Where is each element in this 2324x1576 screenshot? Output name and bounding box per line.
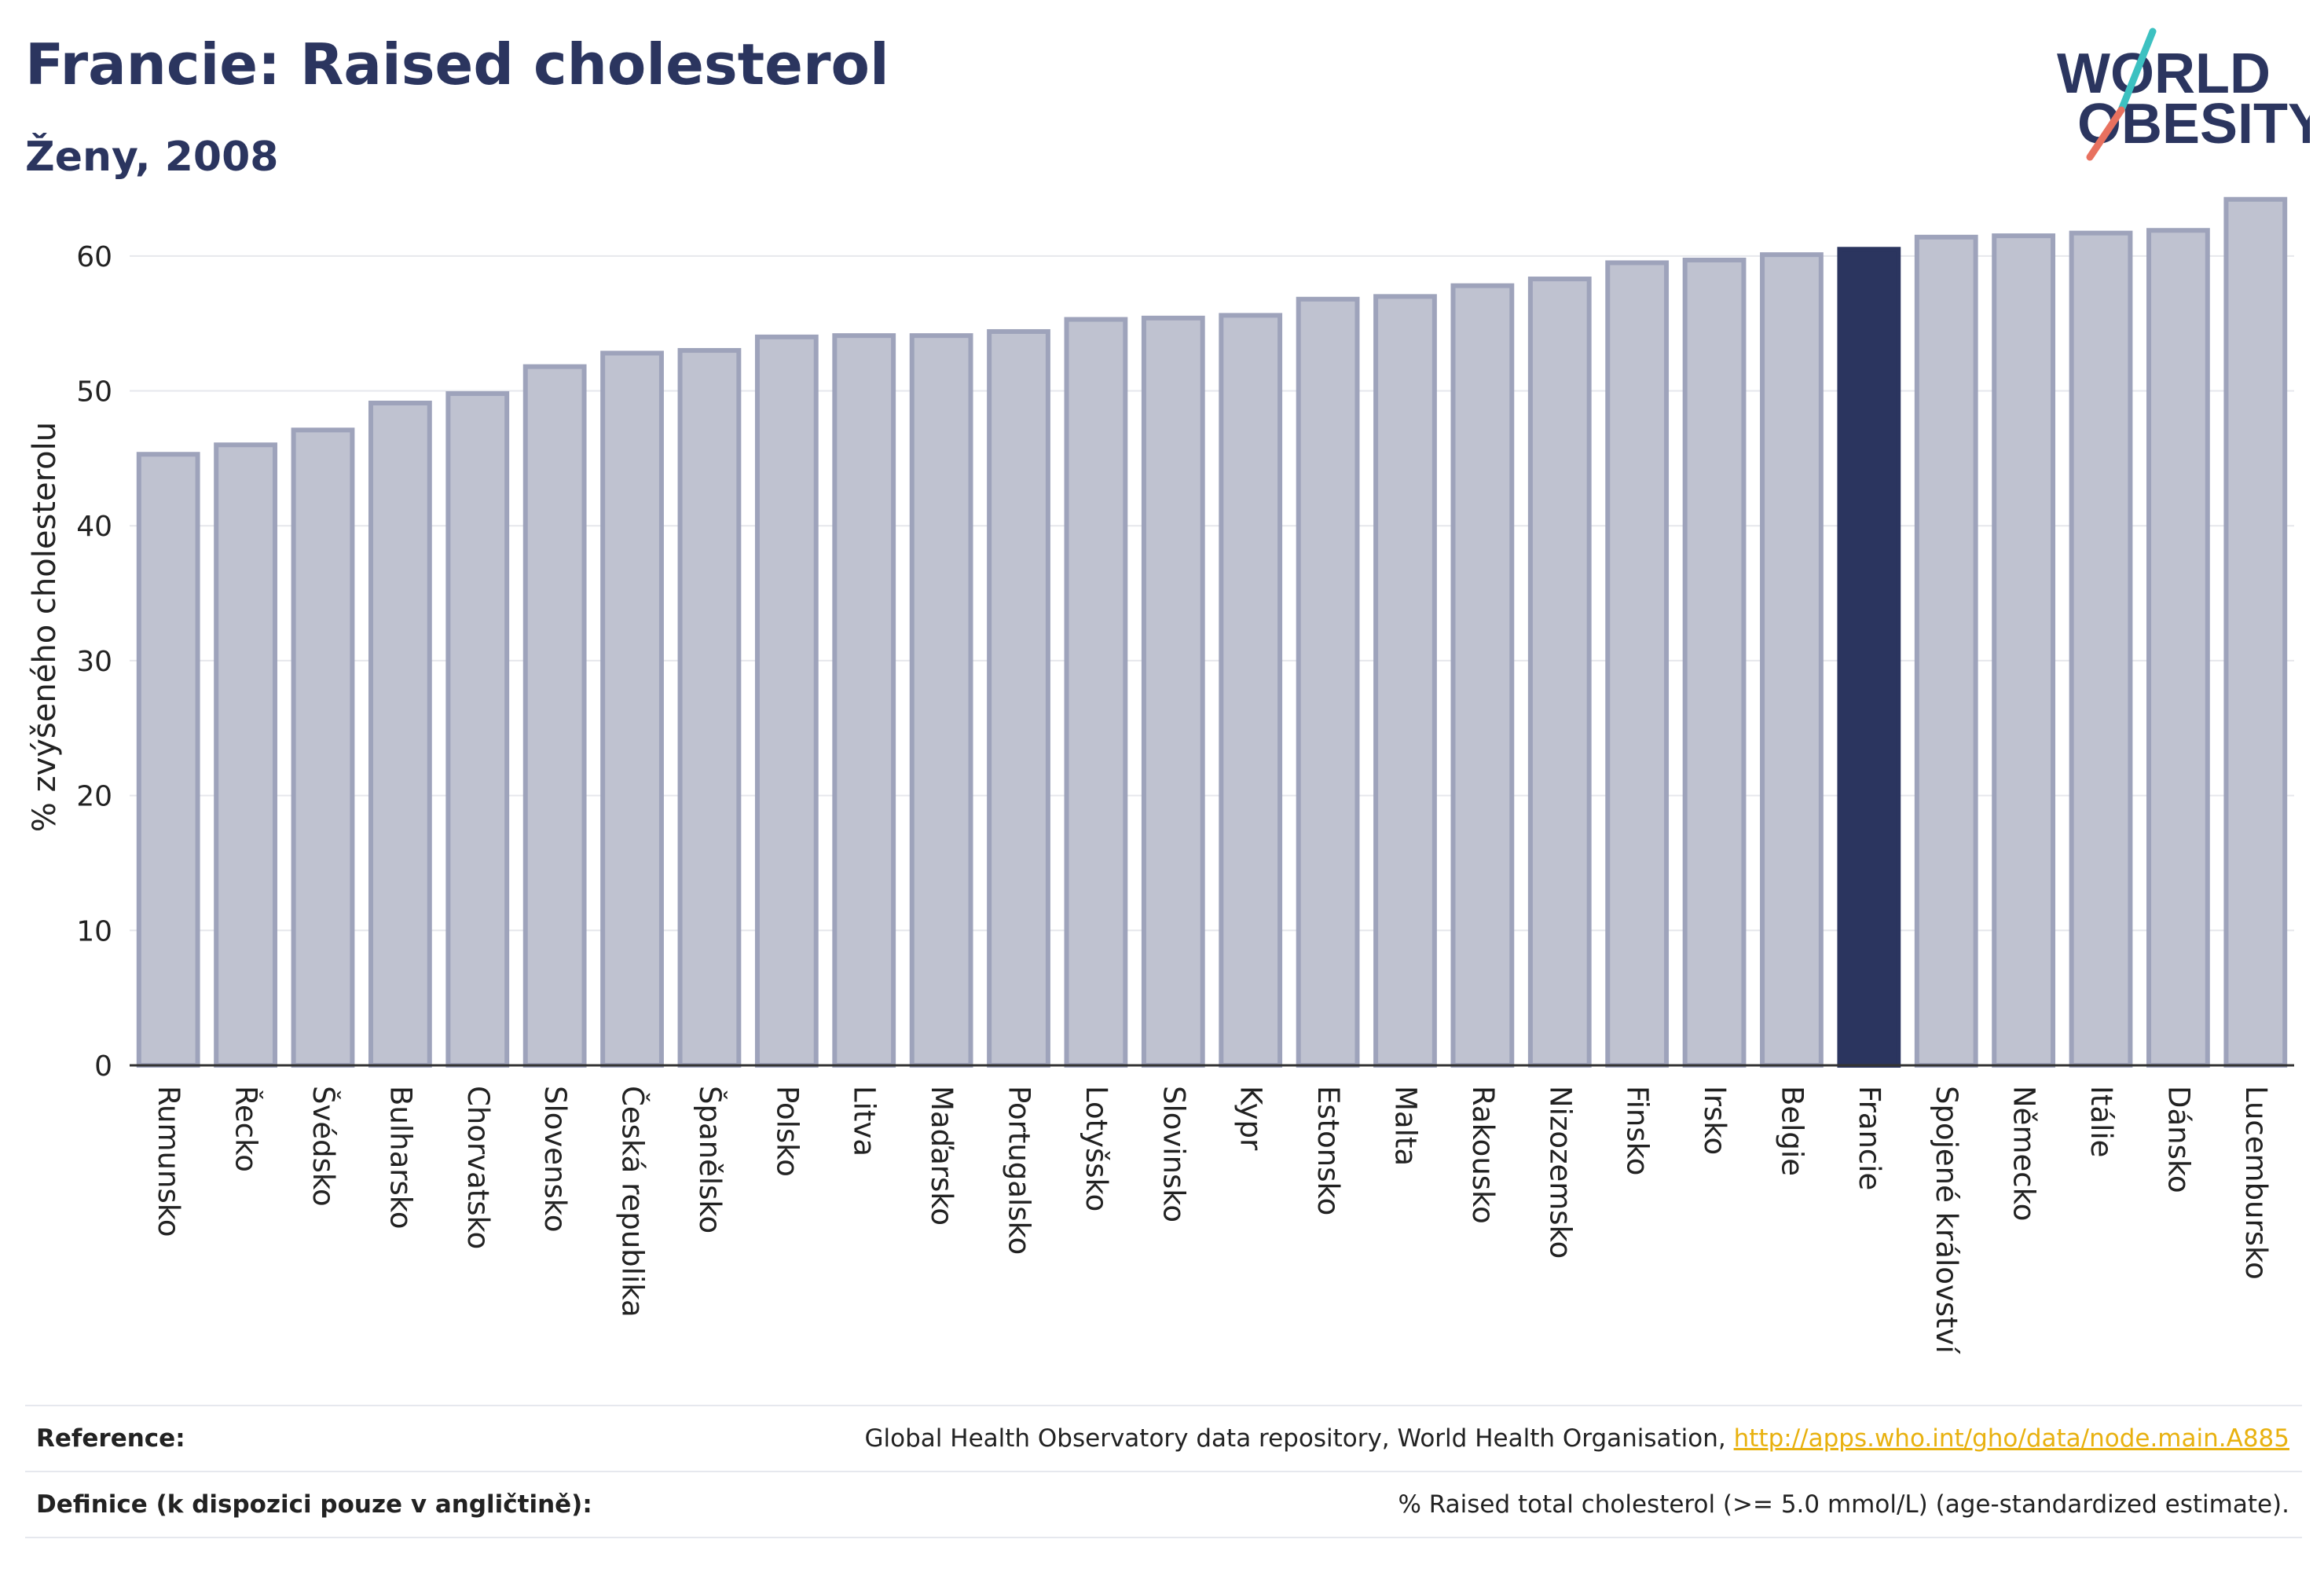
axis-labels: 0 10 20 30 40 50 60 Rumunsko Řecko Švédsko Bulhars… xyxy=(27,241,2273,1355)
y-tick-label: 40 xyxy=(76,511,112,543)
bar-Kypr xyxy=(1219,313,1283,1068)
x-tick-label: Nizozemsko xyxy=(1543,1086,1577,1259)
x-tick-label: Spojené království xyxy=(1930,1086,1963,1354)
logo-line1: WORLD xyxy=(2057,42,2271,105)
x-tick-label: Finsko xyxy=(1621,1086,1655,1175)
logo-slash-coral xyxy=(2086,106,2125,161)
bar-Spojené království xyxy=(1914,234,1978,1068)
x-tick-label: Bulharsko xyxy=(383,1086,417,1229)
y-tick-label: 50 xyxy=(76,376,112,409)
x-tick-label: Polsko xyxy=(770,1086,804,1177)
x-tick-label: Kypr xyxy=(1234,1086,1268,1151)
reference-label: Reference: xyxy=(36,1424,185,1453)
bar-Estonsko xyxy=(1296,296,1360,1068)
bar-Itálie xyxy=(2069,230,2133,1068)
definition-label: Definice (k dispozici pouze v angličtině… xyxy=(36,1490,592,1519)
y-axis-title: % zvýšeného cholesterolu xyxy=(27,422,63,832)
bar-Bulharsko xyxy=(368,400,432,1068)
bar-Řecko xyxy=(214,442,277,1068)
bar-Chorvatsko xyxy=(445,390,510,1068)
bar-Nizozemsko xyxy=(1527,277,1592,1068)
page-title: Francie: Raised cholesterol xyxy=(25,31,889,97)
x-tick-label: Řecko xyxy=(229,1086,264,1172)
bar-Lotyšsko xyxy=(1064,317,1128,1068)
reference-text: Global Health Observatory data repositor… xyxy=(864,1424,1734,1453)
reference-link[interactable]: http://apps.who.int/gho/data/node.main.A… xyxy=(1733,1424,2289,1453)
bar-Slovensko xyxy=(522,364,587,1068)
x-tick-label: Lucembursko xyxy=(2239,1086,2273,1280)
x-tick-label: Slovinsko xyxy=(1157,1086,1190,1222)
definition-row: Definice (k dispozici pouze v angličtině… xyxy=(25,1471,2302,1538)
bar-Německo xyxy=(1992,233,2056,1068)
bar-chart: 0 10 20 30 40 50 60 Rumunsko Řecko Švédsko Bulhars… xyxy=(27,196,2294,1355)
x-tick-label: Dánsko xyxy=(2161,1086,2195,1193)
x-tick-label: Belgie xyxy=(1775,1086,1809,1176)
bar-Rumunsko xyxy=(136,452,200,1068)
logo-slash-teal xyxy=(2117,27,2157,114)
bar-Malta xyxy=(1373,294,1437,1068)
bar-Litva xyxy=(832,333,896,1068)
reference-value: Global Health Observatory data repositor… xyxy=(865,1424,2302,1453)
bar-Portugalsko xyxy=(987,328,1050,1068)
x-tick-label: Švédsko xyxy=(306,1086,341,1207)
reference-table: Reference: Global Health Observatory dat… xyxy=(25,1405,2302,1538)
x-tick-label: Španělsko xyxy=(693,1086,728,1233)
bars xyxy=(136,196,2288,1068)
y-tick-label: 0 xyxy=(94,1050,112,1083)
bar-Švédsko xyxy=(291,427,355,1068)
x-tick-label: Česká republika xyxy=(616,1086,651,1318)
definition-value: % Raised total cholesterol (>= 5.0 mmol/… xyxy=(1398,1490,2289,1519)
bar-Francie xyxy=(1837,247,1901,1068)
x-tick-label: Estonsko xyxy=(1311,1086,1345,1215)
bar-Španělsko xyxy=(677,348,742,1068)
bar-Irsko xyxy=(1682,257,1747,1068)
bar-Belgie xyxy=(1760,252,1824,1068)
bar-Lucembursko xyxy=(2223,196,2288,1068)
reference-row: Reference: Global Health Observatory dat… xyxy=(25,1405,2302,1471)
bar-Maďarsko xyxy=(909,333,973,1068)
x-tick-label: Litva xyxy=(848,1086,882,1156)
x-tick-label: Německo xyxy=(2007,1086,2041,1221)
y-tick-label: 60 xyxy=(76,241,112,273)
x-tick-label: Rakousko xyxy=(1466,1086,1500,1224)
x-tick-label: Francie xyxy=(1853,1086,1886,1190)
bar-Polsko xyxy=(754,334,819,1068)
x-tick-label: Portugalsko xyxy=(1003,1086,1036,1255)
world-obesity-logo: WORLD OBESITY xyxy=(2057,27,2310,161)
x-tick-label: Malta xyxy=(1388,1086,1422,1166)
x-tick-label: Lotyšsko xyxy=(1080,1086,1113,1211)
bar-Česká republika xyxy=(600,350,664,1068)
x-tick-label: Irsko xyxy=(1698,1086,1732,1155)
bar-Dánsko xyxy=(2146,228,2210,1068)
x-tick-label: Itálie xyxy=(2084,1086,2118,1157)
y-tick-label: 10 xyxy=(76,915,112,947)
page-subtitle: Ženy, 2008 xyxy=(25,134,279,181)
x-tick-label: Maďarsko xyxy=(925,1086,959,1226)
y-tick-label: 30 xyxy=(76,646,112,678)
bar-Finsko xyxy=(1605,260,1670,1068)
bar-Slovinsko xyxy=(1141,315,1205,1068)
y-tick-label: 20 xyxy=(76,781,112,813)
x-tick-label: Slovensko xyxy=(538,1086,572,1233)
x-tick-label: Chorvatsko xyxy=(461,1086,495,1249)
x-tick-label: Rumunsko xyxy=(152,1086,185,1237)
bar-Rakousko xyxy=(1450,283,1515,1068)
